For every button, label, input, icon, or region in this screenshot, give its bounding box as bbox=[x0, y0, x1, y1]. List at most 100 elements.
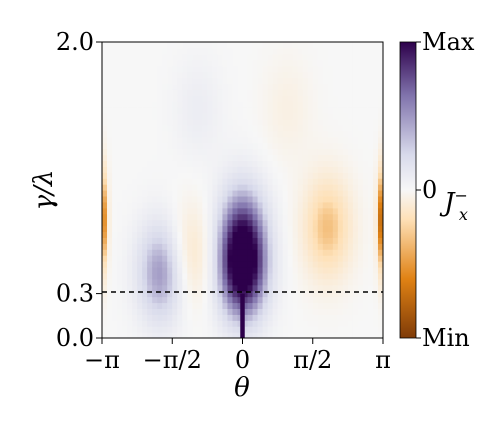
heatmap-cell bbox=[157, 178, 163, 185]
heatmap-cell bbox=[157, 124, 163, 132]
heatmap-cell bbox=[157, 261, 163, 268]
heatmap-cell bbox=[127, 184, 133, 191]
heatmap-cell bbox=[262, 207, 269, 215]
heatmap-cell bbox=[207, 113, 213, 120]
heatmap-cell bbox=[177, 326, 183, 333]
heatmap-cell bbox=[202, 190, 208, 197]
heatmap-cell bbox=[347, 83, 354, 90]
heatmap-cell bbox=[127, 124, 133, 132]
heatmap-cell bbox=[112, 225, 118, 233]
heatmap-cell bbox=[187, 266, 193, 274]
heatmap-cell bbox=[322, 213, 329, 221]
heatmap-cell bbox=[257, 314, 264, 321]
heatmap-cell bbox=[112, 278, 118, 286]
heatmap-cell bbox=[242, 83, 249, 90]
heatmap-cell bbox=[147, 89, 153, 96]
heatmap-cell bbox=[212, 320, 219, 327]
heatmap-cell bbox=[227, 47, 234, 55]
heatmap-cell bbox=[327, 326, 334, 333]
heatmap-cell bbox=[197, 77, 203, 85]
heatmap-cell bbox=[202, 266, 208, 274]
heatmap-cell bbox=[112, 172, 118, 179]
heatmap-cell bbox=[357, 107, 364, 114]
heatmap-cell bbox=[237, 59, 244, 67]
heatmap-cell bbox=[192, 314, 198, 321]
heatmap-cell bbox=[192, 160, 198, 167]
heatmap-cell bbox=[182, 190, 188, 197]
heatmap-cell bbox=[212, 65, 219, 73]
heatmap-cell bbox=[187, 237, 193, 244]
heatmap-cell bbox=[367, 178, 374, 185]
heatmap-cell bbox=[247, 332, 254, 338]
heatmap-cell bbox=[172, 65, 178, 73]
heatmap-cell bbox=[182, 332, 188, 338]
heatmap-cell bbox=[107, 89, 113, 96]
heatmap-cell bbox=[237, 278, 244, 286]
heatmap-cell bbox=[102, 124, 108, 132]
heatmap-cell bbox=[172, 160, 178, 167]
heatmap-cell bbox=[112, 59, 118, 67]
heatmap-cell bbox=[317, 107, 324, 114]
heatmap-cell bbox=[182, 160, 188, 167]
heatmap-cell bbox=[167, 326, 173, 333]
heatmap-cell bbox=[212, 314, 219, 321]
heatmap-cell bbox=[212, 302, 219, 309]
heatmap-cell bbox=[107, 53, 113, 61]
heatmap-cell bbox=[132, 201, 138, 209]
heatmap-cell bbox=[252, 308, 259, 315]
heatmap-cell bbox=[242, 65, 249, 73]
heatmap-cell bbox=[122, 278, 128, 286]
heatmap-cell bbox=[302, 59, 309, 67]
heatmap-cell bbox=[212, 249, 219, 256]
heatmap-cell bbox=[297, 219, 304, 227]
heatmap-cell bbox=[252, 243, 259, 250]
heatmap-cell bbox=[317, 320, 324, 327]
heatmap-cell bbox=[197, 83, 203, 90]
heatmap-cell bbox=[332, 290, 339, 298]
heatmap-cell bbox=[252, 237, 259, 244]
heatmap-cell bbox=[332, 113, 339, 120]
heatmap-cell bbox=[187, 130, 193, 138]
heatmap-cell bbox=[122, 207, 128, 215]
heatmap-cell bbox=[117, 249, 123, 256]
heatmap-cell bbox=[122, 172, 128, 179]
heatmap-cell bbox=[342, 272, 349, 280]
heatmap-cell bbox=[277, 314, 284, 321]
heatmap-cell bbox=[107, 42, 113, 49]
heatmap-cell bbox=[372, 124, 379, 132]
heatmap-cell bbox=[197, 148, 203, 156]
heatmap-cell bbox=[212, 207, 219, 215]
heatmap-cell bbox=[227, 225, 234, 233]
heatmap-cell bbox=[267, 184, 274, 191]
heatmap-cell bbox=[117, 284, 123, 292]
heatmap-cell bbox=[332, 326, 339, 333]
heatmap-cell bbox=[197, 243, 203, 250]
heatmap-cell bbox=[292, 154, 299, 161]
heatmap-cell bbox=[172, 71, 178, 79]
heatmap-cell bbox=[247, 101, 254, 108]
heatmap-cell bbox=[187, 118, 193, 126]
heatmap-cell bbox=[142, 308, 148, 315]
heatmap-cell bbox=[307, 53, 314, 61]
heatmap-cell bbox=[182, 213, 188, 221]
heatmap-cell bbox=[192, 130, 198, 138]
heatmap-cell bbox=[282, 261, 289, 268]
heatmap-cell bbox=[337, 148, 344, 156]
heatmap-cell bbox=[282, 332, 289, 338]
heatmap-cell bbox=[262, 190, 269, 197]
heatmap-cell bbox=[242, 124, 249, 132]
heatmap-cell bbox=[347, 178, 354, 185]
heatmap-cell bbox=[297, 89, 304, 96]
heatmap-cell bbox=[302, 142, 309, 150]
heatmap-cell bbox=[282, 314, 289, 321]
heatmap-cell bbox=[287, 190, 294, 197]
heatmap-cell bbox=[142, 160, 148, 167]
heatmap-cell bbox=[162, 154, 168, 161]
heatmap-cell bbox=[247, 42, 254, 49]
heatmap-cell bbox=[142, 77, 148, 85]
heatmap-cell bbox=[132, 207, 138, 215]
heatmap-cell bbox=[157, 65, 163, 73]
heatmap-cell bbox=[207, 284, 213, 292]
heatmap-cell bbox=[217, 261, 224, 268]
heatmap-cell bbox=[137, 65, 143, 73]
